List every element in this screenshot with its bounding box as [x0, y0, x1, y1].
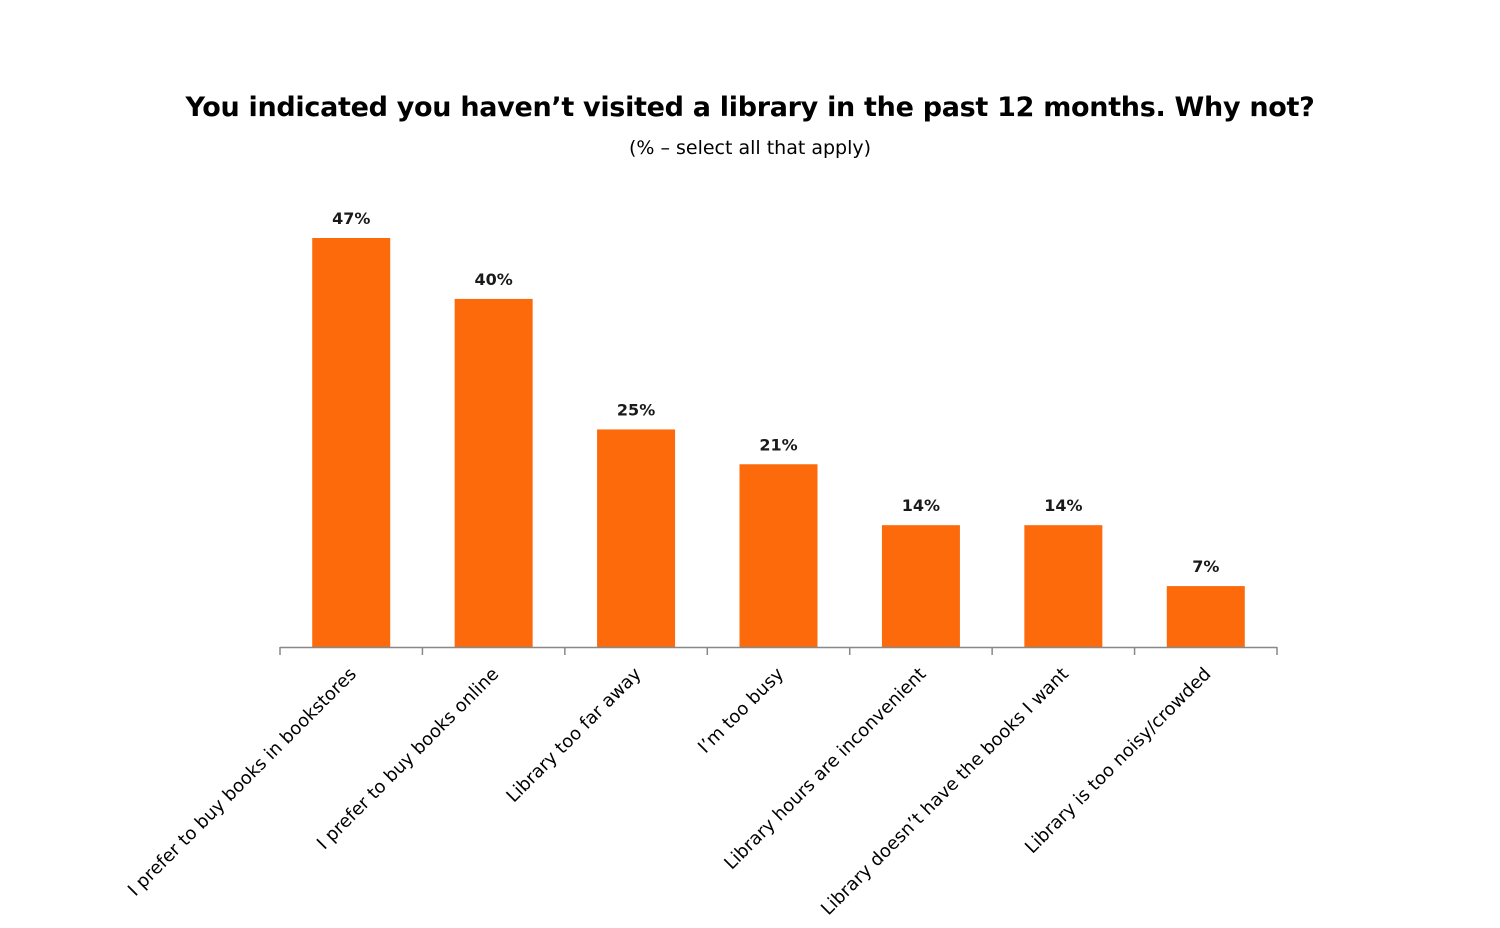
data-label-5: 14% [902, 496, 940, 515]
data-label-6: 14% [1044, 496, 1082, 515]
x-tick-label-3: Library too far away [502, 663, 645, 806]
data-label-3: 25% [617, 400, 655, 419]
chart-subtitle: (% – select all that apply) [628, 137, 872, 159]
x-axis [279, 646, 1278, 655]
data-label-4: 21% [759, 435, 797, 454]
bar-6 [1024, 525, 1103, 647]
bar-5 [881, 525, 960, 647]
data-label-7: 7% [1192, 557, 1219, 576]
data-label-1: 47% [332, 209, 370, 228]
bar-1 [312, 238, 391, 647]
x-tick-label-6: Library doesn’t have the books I want [817, 664, 1073, 920]
bar-4 [739, 464, 818, 647]
bars-layer [312, 238, 1245, 647]
data-label-2: 40% [474, 270, 512, 289]
chart-title: You indicated you haven’t visited a libr… [185, 92, 1315, 123]
data-labels-layer: 47% 40% 25% 21% 14% 14% 7% [332, 209, 1219, 576]
x-tick-label-1: I prefer to buy books in bookstores [124, 664, 361, 901]
bar-7 [1166, 586, 1245, 647]
x-tick-label-4: I’m too busy [694, 663, 788, 757]
bar-3 [597, 429, 676, 647]
bar-2 [454, 298, 533, 647]
